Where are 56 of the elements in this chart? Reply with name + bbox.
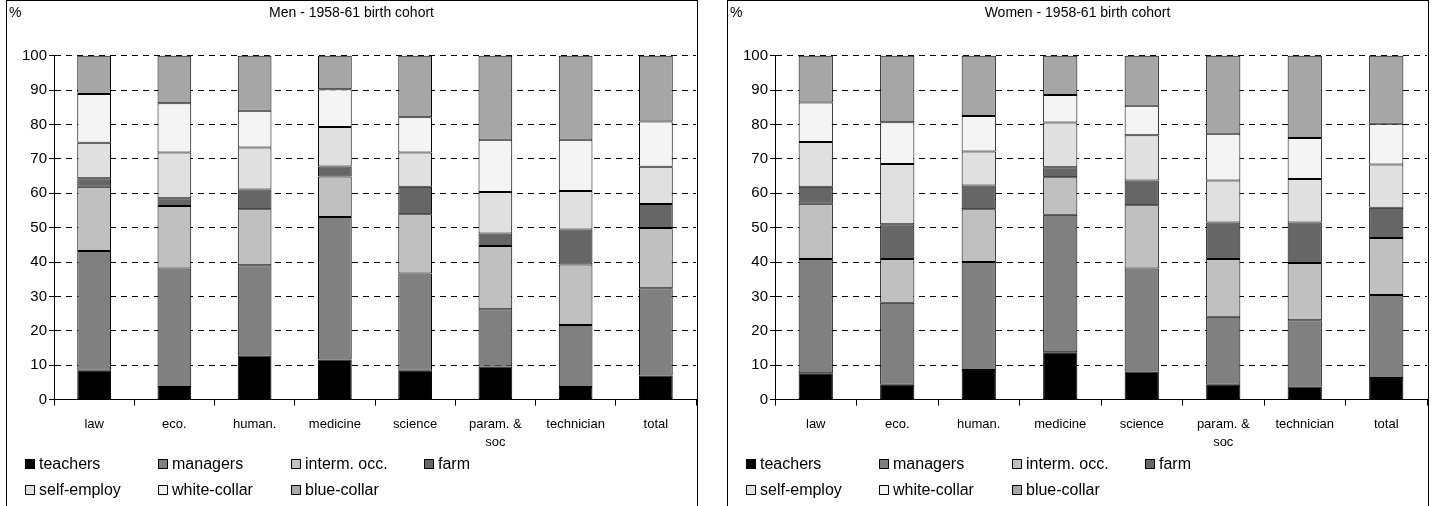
x-tick-label: total [1373, 416, 1399, 432]
x-tick-label: science [1119, 416, 1164, 432]
x-tick-label: technician [546, 416, 605, 432]
y-tick-label: 100 [21, 45, 47, 63]
legend-label: interm. occ. [1026, 455, 1109, 473]
x-tick-label: science [393, 416, 438, 432]
y-tick-label: 10 [751, 355, 768, 373]
x-tick-label: param. & soc [469, 416, 523, 450]
y-tick-label: 80 [751, 114, 768, 132]
y-tick-label: 50 [30, 217, 47, 235]
y-tick-label: 80 [30, 114, 47, 132]
y-tick-label: 60 [751, 183, 768, 201]
y-tick-label: 90 [30, 80, 47, 98]
x-tick-label: param. & soc [1196, 416, 1250, 450]
chart-title: Men - 1958-61 birth cohort [269, 4, 435, 21]
y-tick-label: 70 [30, 149, 47, 167]
x-tick-label: human. [232, 416, 277, 432]
y-tick-label: 0 [759, 389, 768, 407]
legend-label: self-employ [39, 481, 121, 499]
legend-label: white-collar [171, 481, 254, 499]
legend-label: self-employ [760, 481, 842, 499]
legend-label: farm [438, 455, 470, 473]
y-tick-label: 30 [30, 286, 47, 304]
legend-label: white-collar [892, 481, 975, 499]
y-tick-label: 100 [742, 45, 768, 63]
legend-label: teachers [760, 455, 822, 473]
y-tick-label: 10 [30, 355, 47, 373]
x-tick-label: eco. [884, 416, 910, 432]
y-tick-label: 60 [30, 183, 47, 201]
x-tick-label: eco. [162, 416, 187, 432]
x-tick-label: human. [957, 416, 1001, 432]
y-axis-title: % [9, 3, 22, 20]
legend-label: blue-collar [1026, 481, 1101, 499]
y-tick-label: 50 [751, 217, 768, 235]
y-tick-label: 90 [751, 80, 768, 98]
y-tick-label: 30 [751, 286, 768, 304]
x-tick-label: medicine [1034, 416, 1087, 432]
y-tick-label: 40 [30, 252, 47, 270]
legend-label: blue-collar [305, 481, 380, 499]
y-tick-label: 70 [751, 149, 768, 167]
y-axis-title: % [730, 3, 743, 20]
y-tick-label: 0 [38, 389, 47, 407]
y-tick-label: 20 [751, 320, 768, 338]
x-tick-label: law [84, 416, 105, 432]
chart-title: Women - 1958-61 birth cohort [984, 4, 1171, 21]
legend-label: managers [893, 455, 965, 473]
x-tick-label: law [805, 416, 827, 432]
legend-label: interm. occ. [305, 455, 388, 473]
legend-label: teachers [39, 455, 101, 473]
legend-label: farm [1159, 455, 1191, 473]
y-tick-label: 20 [30, 320, 47, 338]
legend-label: managers [172, 455, 244, 473]
y-tick-label: 40 [751, 252, 768, 270]
x-tick-label: medicine [308, 416, 361, 432]
x-tick-label: total [643, 416, 669, 432]
x-tick-label: technician [1275, 416, 1335, 432]
